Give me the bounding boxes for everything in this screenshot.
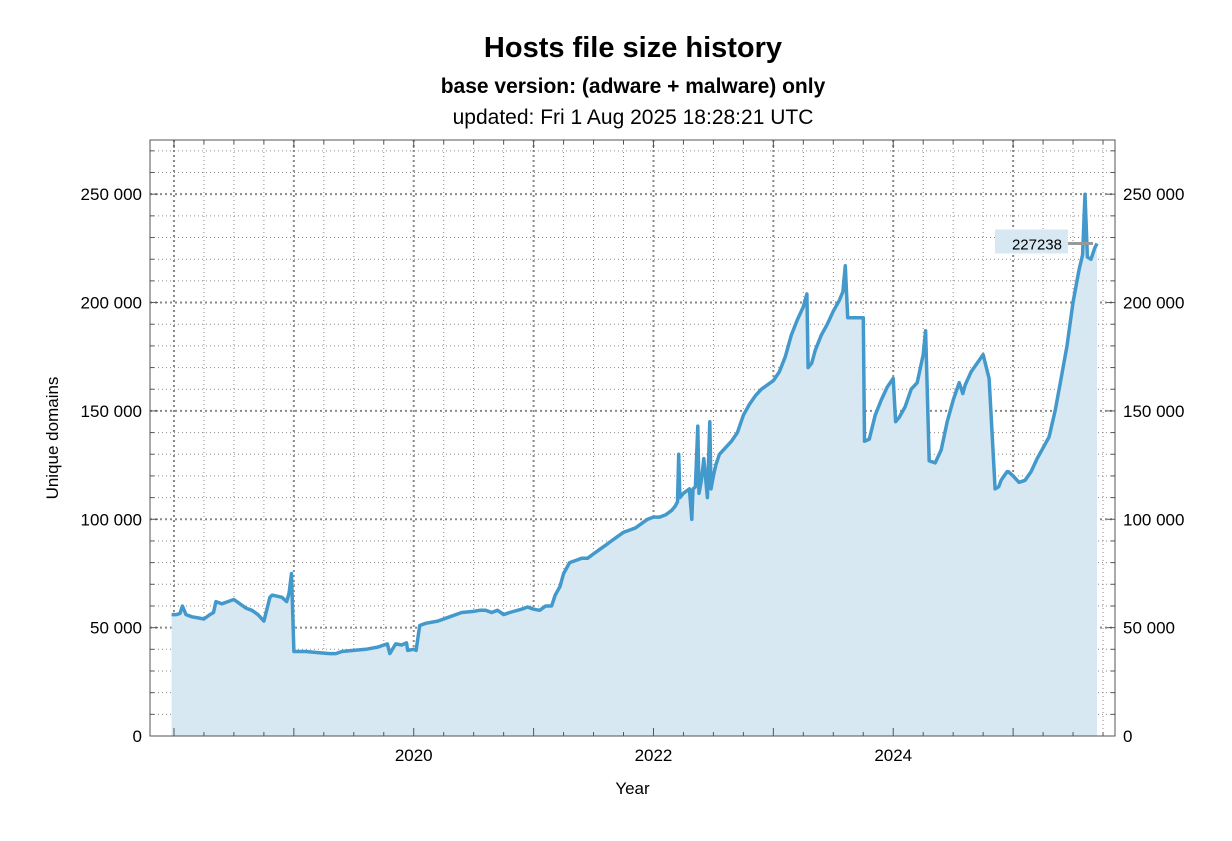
latest-value-label: 227238: [1012, 237, 1062, 254]
y-tick-label-right: 250 000: [1123, 185, 1184, 204]
y-axis-label: Unique domains: [43, 377, 62, 500]
y-tick-label-left: 50 000: [90, 619, 142, 638]
chart-title: Hosts file size history: [483, 32, 783, 64]
plot-frame: [149, 139, 1116, 737]
x-tick-label: 2020: [395, 746, 433, 765]
latest-value-callout: 227238: [995, 229, 1094, 254]
x-tick-label: 2024: [874, 746, 912, 765]
x-axis-label: Year: [615, 779, 650, 798]
y-tick-label-left: 150 000: [81, 402, 142, 421]
latest-value-background: [995, 229, 1068, 254]
y-tick-label-left: 250 000: [81, 185, 142, 204]
x-tick-label: 2022: [635, 746, 673, 765]
y-tick-label-left: 200 000: [81, 294, 142, 313]
y-tick-label-left: 100 000: [81, 510, 142, 529]
chart-updated-timestamp: updated: Fri 1 Aug 2025 18:28:21 UTC: [452, 106, 814, 129]
y-tick-label-right: 150 000: [1123, 402, 1184, 421]
y-tick-label-right: 50 000: [1123, 619, 1175, 638]
chart-subtitle: base version: (adware + malware) only: [440, 75, 826, 98]
y-tick-label-left: 0: [133, 727, 142, 746]
y-tick-label-right: 200 000: [1123, 294, 1184, 313]
y-tick-label-right: 0: [1123, 727, 1132, 746]
series-line: [171, 192, 1099, 656]
y-tick-label-right: 100 000: [1123, 510, 1184, 529]
axis-ticks: 2020 2022 2024 0 0 50 000 50 000 100 000 100 000…: [81, 140, 1184, 765]
series-area-fill: [171, 194, 1098, 736]
